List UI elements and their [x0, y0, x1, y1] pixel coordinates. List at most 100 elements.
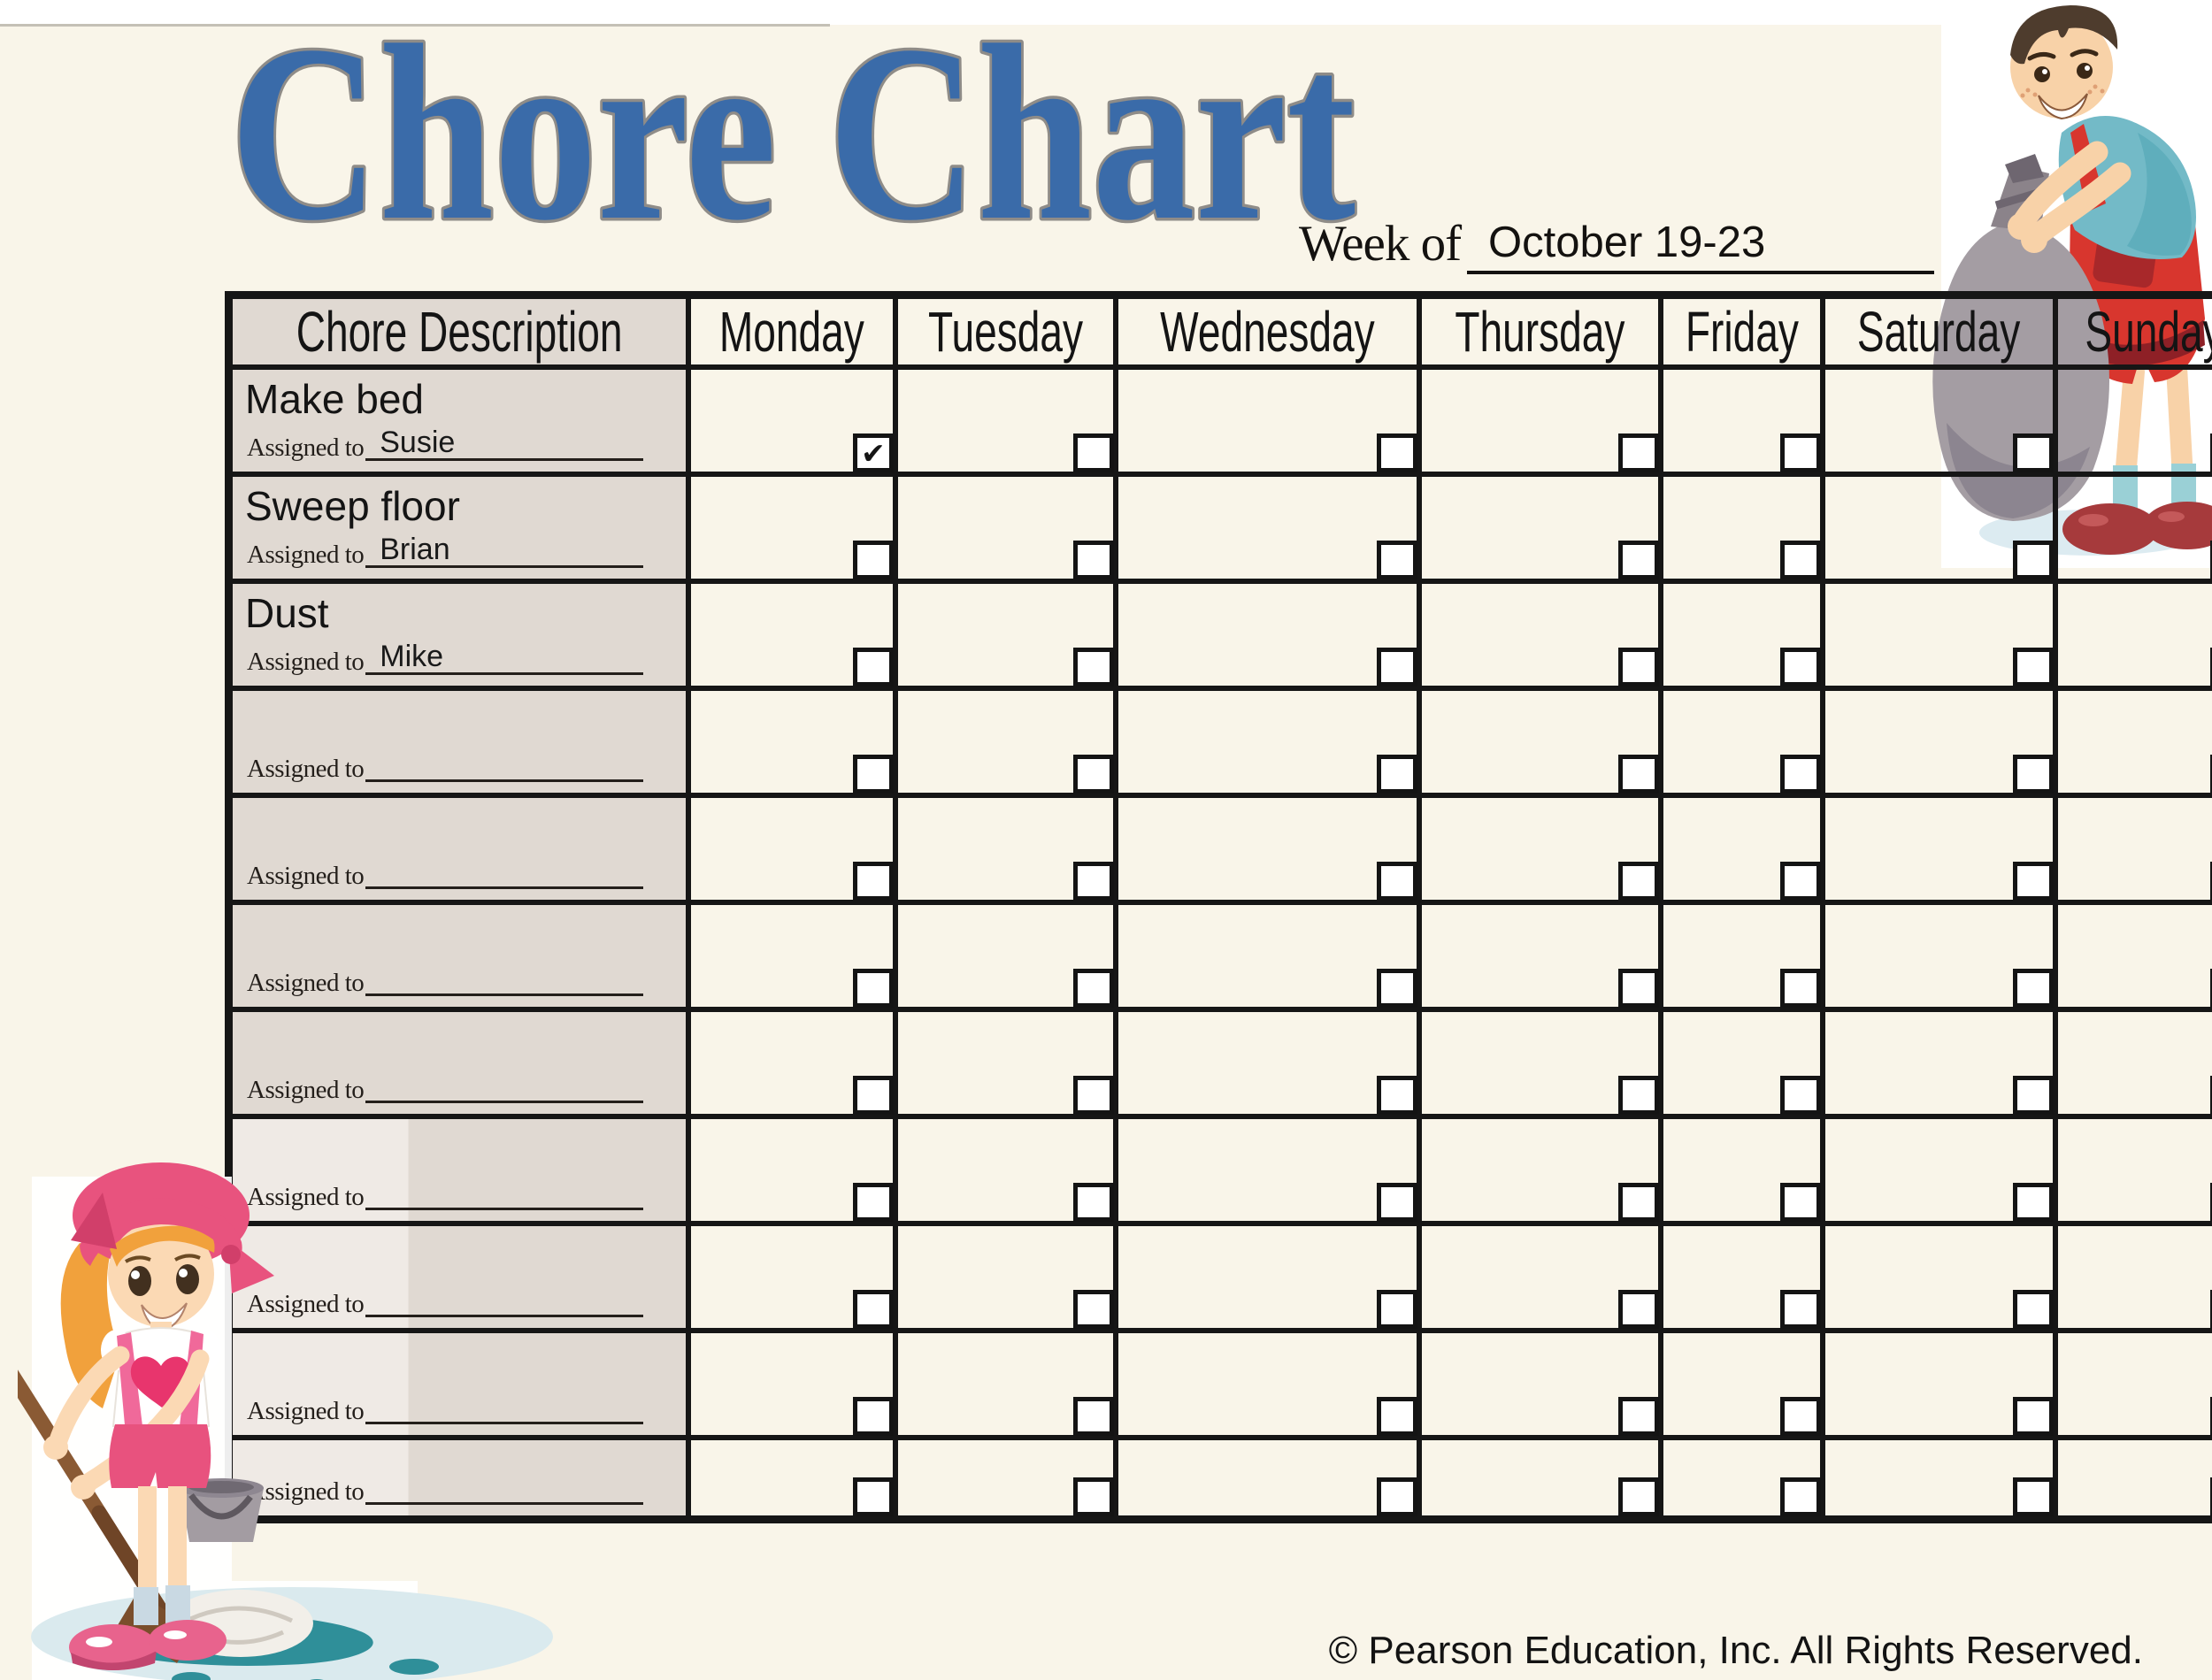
chore-checkbox[interactable]: [1780, 1477, 1822, 1516]
chore-checkbox[interactable]: [2209, 541, 2212, 579]
chore-checkbox[interactable]: [1617, 648, 1659, 687]
chore-checkbox[interactable]: [852, 1183, 894, 1222]
assigned-to-field[interactable]: Assigned to: [247, 1069, 644, 1103]
assigned-to-line[interactable]: Mike: [365, 641, 644, 675]
chore-checkbox[interactable]: [2012, 1477, 2054, 1516]
chore-checkbox[interactable]: [852, 1477, 894, 1516]
assigned-to-field[interactable]: Assigned to Mike: [247, 641, 644, 675]
chore-checkbox[interactable]: [1780, 1397, 1822, 1436]
assigned-to-line[interactable]: [365, 1390, 644, 1424]
chore-checkbox[interactable]: [852, 541, 894, 579]
chore-checkbox[interactable]: [852, 648, 894, 687]
chore-checkbox[interactable]: [1617, 433, 1659, 472]
chore-checkbox[interactable]: [2209, 1183, 2212, 1222]
chore-checkbox[interactable]: [1376, 433, 1417, 472]
chore-checkbox[interactable]: [1073, 648, 1114, 687]
chore-checkbox[interactable]: [1073, 433, 1114, 472]
assigned-to-line[interactable]: [365, 1176, 644, 1210]
chore-checkbox[interactable]: [1073, 1290, 1114, 1329]
chore-checkbox[interactable]: [1376, 1397, 1417, 1436]
chore-checkbox[interactable]: [2209, 1076, 2212, 1115]
chore-checkbox[interactable]: [1617, 1397, 1659, 1436]
assigned-to-field[interactable]: Assigned to: [247, 855, 644, 889]
chore-checkbox[interactable]: [2012, 1076, 2054, 1115]
chore-checkbox[interactable]: [1617, 969, 1659, 1008]
chore-checkbox[interactable]: [1073, 1183, 1114, 1222]
chore-checkbox[interactable]: [1073, 1076, 1114, 1115]
chore-checkbox[interactable]: [1073, 755, 1114, 794]
chore-checkbox[interactable]: [1376, 1477, 1417, 1516]
chore-checkbox[interactable]: [1780, 541, 1822, 579]
chore-checkbox[interactable]: [1376, 541, 1417, 579]
assigned-to-line[interactable]: [365, 1283, 644, 1317]
week-of-field[interactable]: October 19-23: [1467, 209, 1934, 274]
chore-checkbox[interactable]: ✔: [852, 433, 894, 472]
chore-checkbox[interactable]: [1617, 541, 1659, 579]
assigned-to-line[interactable]: [365, 748, 644, 782]
chore-checkbox[interactable]: [2209, 862, 2212, 901]
assigned-to-field[interactable]: Assigned to: [247, 1470, 644, 1505]
chore-checkbox[interactable]: [2012, 648, 2054, 687]
chore-checkbox[interactable]: [1780, 862, 1822, 901]
chore-checkbox[interactable]: [1617, 862, 1659, 901]
chore-checkbox[interactable]: [2209, 433, 2212, 472]
assigned-to-field[interactable]: Assigned to: [247, 748, 644, 782]
chore-checkbox[interactable]: [2209, 1397, 2212, 1436]
chore-checkbox[interactable]: [1780, 648, 1822, 687]
chore-checkbox[interactable]: [1073, 862, 1114, 901]
chore-checkbox[interactable]: [2209, 648, 2212, 687]
assigned-to-field[interactable]: Assigned to: [247, 1283, 644, 1317]
assigned-to-field[interactable]: Assigned to: [247, 1390, 644, 1424]
chore-checkbox[interactable]: [2209, 969, 2212, 1008]
chore-checkbox[interactable]: [2209, 755, 2212, 794]
assigned-to-line[interactable]: Brian: [365, 533, 644, 568]
chore-checkbox[interactable]: [2209, 1290, 2212, 1329]
assigned-to-line[interactable]: [365, 855, 644, 889]
chore-checkbox[interactable]: [2012, 969, 2054, 1008]
assigned-to-field[interactable]: Assigned to Susie: [247, 426, 644, 461]
chore-checkbox[interactable]: [1376, 1076, 1417, 1115]
assigned-to-field[interactable]: Assigned to: [247, 1176, 644, 1210]
chore-checkbox[interactable]: [852, 755, 894, 794]
assigned-to-line[interactable]: [365, 1470, 644, 1505]
chore-checkbox[interactable]: [1780, 1290, 1822, 1329]
assigned-to-line[interactable]: [365, 962, 644, 996]
chore-checkbox[interactable]: [2012, 1290, 2054, 1329]
chore-checkbox[interactable]: [1376, 969, 1417, 1008]
chore-checkbox[interactable]: [1780, 1183, 1822, 1222]
chore-checkbox[interactable]: [1376, 755, 1417, 794]
chore-checkbox[interactable]: [1617, 1183, 1659, 1222]
chore-checkbox[interactable]: [1617, 1477, 1659, 1516]
chore-checkbox[interactable]: [2012, 1397, 2054, 1436]
chore-checkbox[interactable]: [852, 862, 894, 901]
chore-checkbox[interactable]: [2012, 862, 2054, 901]
chore-checkbox[interactable]: [2012, 541, 2054, 579]
chore-checkbox[interactable]: [1617, 755, 1659, 794]
chore-checkbox[interactable]: [852, 969, 894, 1008]
chore-checkbox[interactable]: [1617, 1076, 1659, 1115]
assigned-to-field[interactable]: Assigned to Brian: [247, 533, 644, 568]
assigned-to-field[interactable]: Assigned to: [247, 962, 644, 996]
chore-checkbox[interactable]: [2012, 755, 2054, 794]
chore-checkbox[interactable]: [1073, 541, 1114, 579]
chore-checkbox[interactable]: [1073, 1477, 1114, 1516]
chore-checkbox[interactable]: [1780, 1076, 1822, 1115]
chore-checkbox[interactable]: [1073, 969, 1114, 1008]
chore-checkbox[interactable]: [1376, 648, 1417, 687]
chore-checkbox[interactable]: [1376, 1183, 1417, 1222]
chore-checkbox[interactable]: [1617, 1290, 1659, 1329]
assigned-to-line[interactable]: Susie: [365, 426, 644, 461]
chore-checkbox[interactable]: [2012, 1183, 2054, 1222]
chore-checkbox[interactable]: [2012, 433, 2054, 472]
chore-checkbox[interactable]: [852, 1290, 894, 1329]
chore-checkbox[interactable]: [1073, 1397, 1114, 1436]
chore-checkbox[interactable]: [1376, 862, 1417, 901]
assigned-to-line[interactable]: [365, 1069, 644, 1103]
chore-checkbox[interactable]: [852, 1397, 894, 1436]
chore-checkbox[interactable]: [852, 1076, 894, 1115]
chore-checkbox[interactable]: [1780, 969, 1822, 1008]
chore-checkbox[interactable]: [1780, 433, 1822, 472]
chore-checkbox[interactable]: [1376, 1290, 1417, 1329]
chore-checkbox[interactable]: [1780, 755, 1822, 794]
chore-checkbox[interactable]: [2209, 1477, 2212, 1516]
